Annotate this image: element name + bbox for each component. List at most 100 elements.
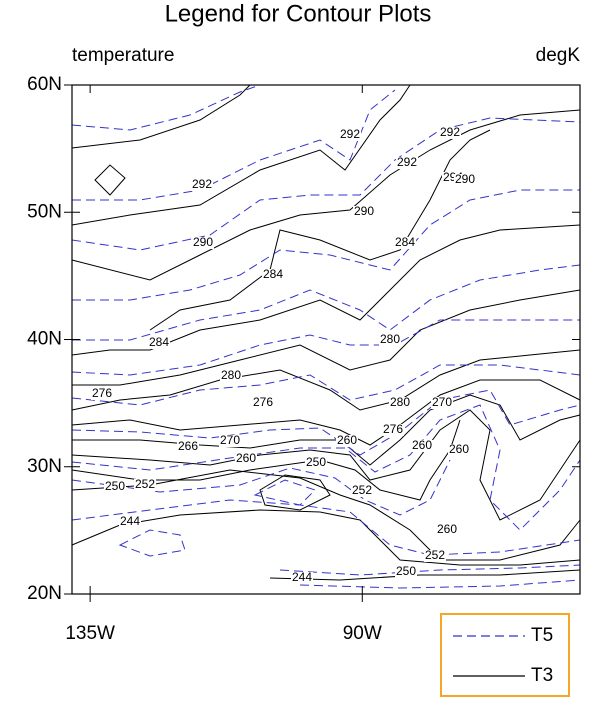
contour-line [72,89,396,201]
contour-label: 244 [292,570,312,584]
contour-line [71,349,581,411]
contour-label-bg [192,237,214,249]
contour-label: 280 [390,395,410,409]
contour-label-bg [134,479,156,491]
t3-lines [71,84,581,581]
contour-label: 290 [354,204,374,218]
contour-label-bg [104,481,126,493]
contour-label-bg [252,397,274,409]
contour-label: 290 [455,172,475,186]
contour-line [71,109,581,281]
legend-label: T3 [531,665,553,686]
contour-line [149,129,491,331]
contour-label-bg [148,337,170,349]
contour-label: 250 [396,564,416,578]
contour-line [279,564,581,576]
contour-line [71,419,461,501]
contour-line [72,289,581,386]
contour-label: 266 [178,439,198,453]
contour-label-bg [291,572,313,584]
contour-label-bg [336,435,358,447]
contour-line [269,569,581,581]
contour-line [71,224,581,356]
contour-label: 292 [192,177,212,191]
contour-label: 284 [263,267,283,281]
contour-label: 250 [306,455,326,469]
contour-line [71,364,581,406]
t5-lines [71,84,581,589]
x-tick-label: 90W [343,623,382,644]
contour-line [72,189,580,301]
contour-label-bg [177,441,199,453]
right-string: degK [536,45,581,66]
contour-label-bg [262,269,284,281]
contour-label: 284 [395,235,415,249]
contour-line [71,499,581,556]
contour-line [71,117,581,251]
contour-label-bg [119,516,141,528]
contour-label-bg [411,440,433,452]
contour-label: 276 [92,386,112,400]
contour-label: 260 [337,433,357,447]
contour-label: 252 [135,477,155,491]
left-string: temperature [72,45,174,66]
contour-line [71,84,261,131]
contour-label-bg [394,237,416,249]
contour-line [72,394,581,466]
legend: T5 T3 [453,625,553,686]
contour-line [253,479,316,506]
contour-label: 292 [397,155,417,169]
contour-label-bg [439,127,461,139]
contour-line [299,579,581,589]
contour-label: 260 [437,522,457,536]
contour-line [71,84,411,226]
y-tick-label: 60N [27,74,62,95]
contour-label-bg [91,388,113,400]
chart-title: Legend for Contour Plots [165,0,432,27]
contour-line [71,509,581,566]
contour-label: 244 [120,514,140,528]
contour-label-bg [424,550,446,562]
contour-label-bg [235,453,257,465]
contour-label: 284 [149,335,169,349]
contour-label: 270 [432,395,452,409]
contour-line [71,469,581,561]
contour-line [71,459,451,516]
contour-label-bg [431,397,453,409]
contour-label: 252 [425,548,445,562]
legend-box [440,613,570,697]
contour-label-bg [382,424,404,436]
y-tick-label: 50N [27,201,62,222]
contour-label: 250 [105,479,125,493]
contour-label: 276 [383,422,403,436]
contour-line [72,264,581,341]
contour-label-bg [454,174,476,186]
contour-label: 276 [253,395,273,409]
contour-label-bg [351,485,373,497]
y-tick-label: 20N [27,583,62,604]
contour-label: 252 [352,483,372,497]
contour-label: 292 [440,125,460,139]
contour-label-bg [353,206,375,218]
contour-label: 270 [220,433,240,447]
contour-line [118,529,186,557]
x-tick-label: 135W [65,623,115,644]
contour-label-bg [219,435,241,447]
contour-label: 280 [221,368,241,382]
contour-label: 290 [193,235,213,249]
contour-label: 260 [236,451,256,465]
contour-line [94,164,126,196]
contour-label-bg [395,566,417,578]
legend-label: T5 [531,625,553,646]
y-tick-label: 30N [27,456,62,477]
contour-label: 280 [380,332,400,346]
contour-label-bg [220,370,242,382]
contour-line [71,389,581,456]
contour-label-bg [389,397,411,409]
contour-line [71,319,580,376]
contour-label: 260 [449,442,469,456]
contour-label-bg [396,157,418,169]
contour-label-bg [191,179,213,191]
